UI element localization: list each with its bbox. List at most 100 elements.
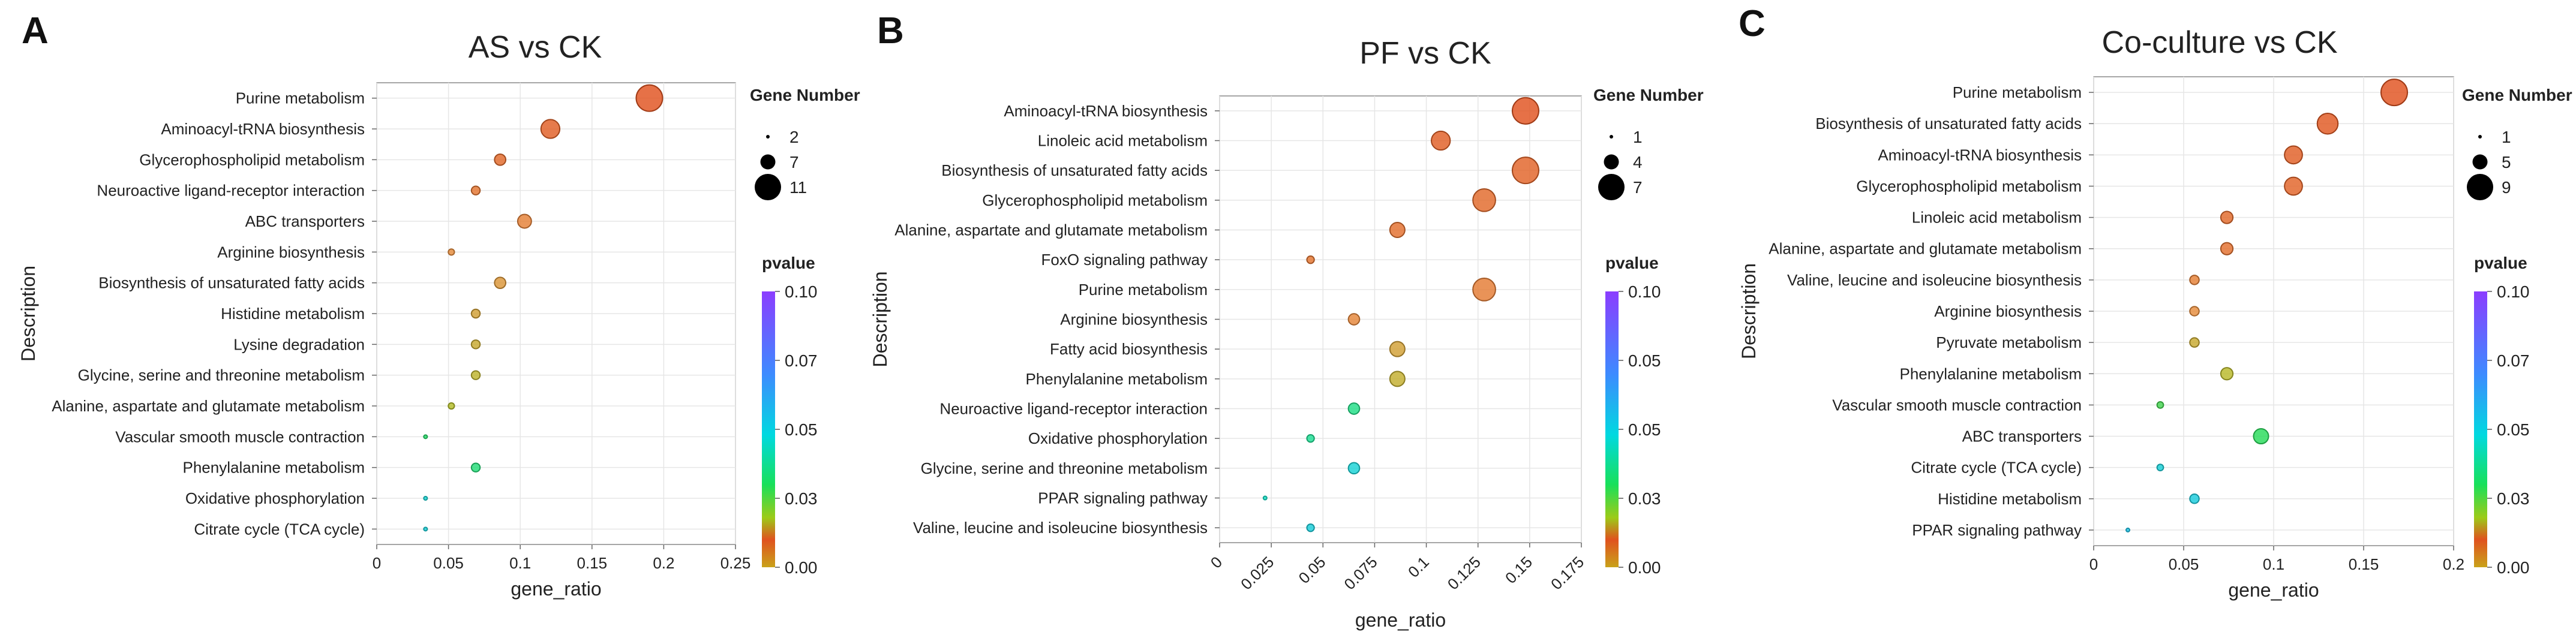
data-point [470, 339, 481, 350]
size-legend-dot [760, 154, 776, 170]
size-legend-value: 9 [2502, 178, 2511, 197]
data-point [1431, 130, 1451, 151]
color-legend-bar [762, 291, 775, 567]
size-legend-title: Gene Number [1593, 86, 1704, 104]
x-tick-label: 0.1 [509, 554, 531, 572]
pathway-label: Citrate cycle (TCA cycle) [1911, 459, 2082, 477]
pathway-label: Aminoacyl-tRNA biosynthesis [1004, 102, 1208, 120]
color-legend-label: 0.07 [2497, 351, 2530, 370]
pathway-label: Neuroactive ligand-receptor interaction [939, 400, 1208, 418]
x-tick-label: 0 [373, 554, 381, 572]
color-legend-bar [2474, 291, 2487, 567]
data-point [1389, 341, 1406, 357]
data-point [1306, 523, 1315, 532]
x-axis-label: gene_ratio [1355, 609, 1446, 631]
data-point [1511, 157, 1539, 185]
pathway-label: Purine metabolism [236, 89, 365, 107]
x-tick-label: 0.125 [1444, 553, 1484, 593]
pathway-label: Biosynthesis of unsaturated fatty acids [98, 274, 365, 292]
size-legend-value: 11 [789, 178, 807, 197]
data-point [2220, 242, 2234, 255]
pathway-label: Histidine metabolism [221, 305, 365, 323]
data-point [2156, 464, 2164, 472]
pathway-label: ABC transporters [245, 212, 365, 230]
size-legend-title: Gene Number [750, 86, 860, 104]
data-point [517, 213, 532, 229]
pathway-label: Neuroactive ligand-receptor interaction [97, 182, 365, 200]
data-point [470, 308, 481, 319]
size-legend-dot [1604, 154, 1619, 170]
pathway-label: PPAR signaling pathway [1912, 521, 2082, 539]
color-legend-bar [1605, 291, 1619, 567]
color-legend-label: 0.05 [1628, 420, 1661, 439]
data-point [2284, 145, 2303, 165]
data-point [423, 496, 428, 501]
x-tick-label: 0.2 [2443, 555, 2464, 573]
size-legend-dot [1598, 174, 1625, 200]
data-point [2316, 112, 2339, 135]
panel-a: A AS vs CK 0 0.05 0.1 0.15 0.2 0.25 Purine metab… [17, 10, 860, 600]
data-point [635, 84, 663, 112]
chart-title: Co-culture vs CK [2102, 25, 2338, 60]
x-tick-label: 0.1 [2263, 555, 2284, 573]
y-axis-label: Description [1738, 263, 1760, 359]
data-point [2253, 428, 2269, 445]
pathway-label: Pyruvate metabolism [1936, 333, 2082, 351]
pathway-label: Linoleic acid metabolism [1038, 132, 1208, 150]
data-point [423, 434, 428, 440]
data-point [448, 402, 455, 410]
color-legend-label: 0.03 [785, 489, 818, 508]
data-point [2189, 493, 2200, 504]
pathway-label: Glycerophospholipid metabolism [1856, 177, 2082, 195]
data-point [2189, 306, 2200, 317]
x-tick-label: 0.05 [2169, 555, 2199, 573]
data-point [423, 526, 428, 532]
color-legend-label: 0.00 [1628, 558, 1661, 577]
panel-c: C Co-culture vs CK 0 0.05 0.1 0.15 0.2 Purine m… [1738, 3, 2572, 601]
size-legend-dot [2478, 135, 2482, 139]
data-point [1306, 434, 1315, 443]
pathway-label: Oxidative phosphorylation [1028, 429, 1208, 447]
color-legend-label: 0.10 [1628, 282, 1661, 301]
x-axis-label: gene_ratio [511, 578, 601, 600]
data-point [1389, 222, 1406, 238]
data-point [2189, 275, 2200, 285]
pathway-label: Phenylalanine metabolism [1899, 365, 2082, 383]
pathway-label: Lysine degradation [233, 335, 365, 353]
pathway-label: Vascular smooth muscle contraction [1832, 396, 2082, 414]
size-legend-value: 4 [1633, 153, 1643, 171]
chart-title: AS vs CK [469, 30, 602, 65]
pathway-label: Valine, leucine and isoleucine biosynthe… [913, 519, 1208, 537]
pathway-label: Phenylalanine metabolism [1025, 370, 1208, 388]
y-axis-label: Description [17, 266, 39, 362]
x-tick-label: 0.25 [720, 554, 751, 572]
pathway-label: FoxO signaling pathway [1041, 251, 1208, 269]
data-point [448, 248, 455, 256]
x-tick-label: 0.05 [433, 554, 464, 572]
color-legend-label: 0.10 [2497, 282, 2530, 301]
color-legend-title: pvalue [2474, 254, 2527, 272]
pathway-label: Arginine biosynthesis [1060, 311, 1208, 329]
pathway-label: Phenylalanine metabolism [182, 459, 365, 477]
color-legend-label: 0.00 [2497, 558, 2530, 577]
panel-label: B [877, 10, 904, 52]
size-legend-value: 1 [2502, 128, 2511, 146]
pathway-label: Arginine biosynthesis [1934, 302, 2082, 320]
data-point [2189, 337, 2200, 348]
x-tick-label: 0.05 [1295, 553, 1329, 587]
x-tick-label: 0 [2089, 555, 2098, 573]
data-point [1389, 371, 1406, 387]
x-tick-label: 0.2 [653, 554, 674, 572]
size-legend-dot [1610, 135, 1613, 139]
size-legend-value: 7 [1633, 178, 1643, 197]
pathway-label: Arginine biosynthesis [217, 243, 365, 261]
pathway-label: Biosynthesis of unsaturated fatty acids [1815, 115, 2082, 133]
pathway-label: Glycerophospholipid metabolism [982, 191, 1208, 209]
pathway-label: ABC transporters [1962, 428, 2082, 446]
data-point [1262, 495, 1268, 501]
pathway-label: Citrate cycle (TCA cycle) [194, 520, 365, 538]
data-point [2220, 210, 2234, 224]
pathway-label: Alanine, aspartate and glutamate metabol… [1769, 240, 2082, 258]
color-legend-label: 0.00 [785, 558, 818, 577]
size-legend-dot [766, 135, 770, 139]
